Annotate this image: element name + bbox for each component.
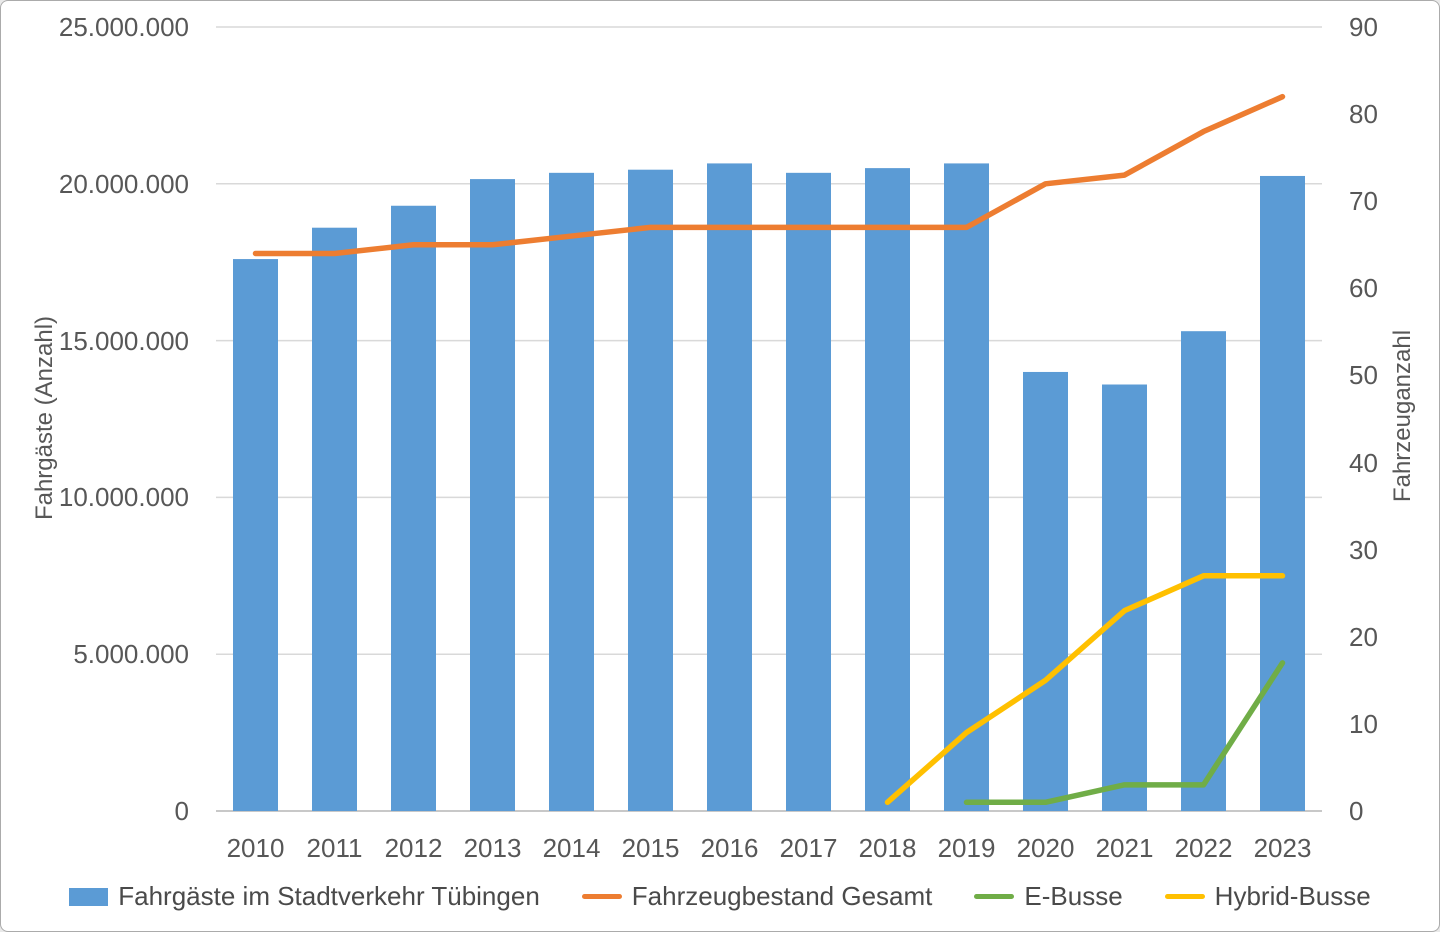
- legend-item-fahrgaeste: Fahrgäste im Stadtverkehr Tübingen: [69, 881, 540, 912]
- left-tick-label: 15.000.000: [58, 325, 189, 356]
- left-tick-label: 25.000.000: [58, 12, 189, 42]
- legend: Fahrgäste im Stadtverkehr Tübingen Fahrz…: [1, 881, 1439, 912]
- bar-swatch-icon: [69, 887, 109, 906]
- right-tick-label: 20: [1349, 621, 1378, 652]
- right-tick-label: 0: [1349, 796, 1364, 826]
- right-tick-label: 80: [1349, 99, 1378, 130]
- bar-2012: [391, 205, 436, 811]
- legend-item-e-busse: E-Busse: [974, 881, 1123, 912]
- x-tick-label: 2016: [700, 833, 759, 863]
- right-tick-label: 70: [1349, 186, 1378, 217]
- left-tick-label: 10.000.000: [58, 482, 189, 513]
- x-tick-label: 2011: [306, 833, 363, 863]
- bar-2014: [549, 172, 594, 812]
- x-tick-label: 2020: [1016, 833, 1075, 863]
- left-tick-label: 20.000.000: [58, 168, 189, 199]
- right-axis-title: Fahrzeuganzahl: [1389, 329, 1416, 503]
- left-axis-title: Fahrgäste (Anzahl): [31, 315, 58, 521]
- bar-2010: [233, 259, 278, 812]
- x-tick-label: 2017: [779, 833, 838, 863]
- line-series-fahrzeugbestand-gesamt: [252, 93, 1286, 257]
- left-tick-label: 0: [174, 796, 189, 826]
- x-tick-label: 2022: [1174, 833, 1233, 863]
- right-tick-label: 40: [1349, 447, 1378, 478]
- left-tick-label: 5.000.000: [73, 639, 189, 670]
- bar-2011: [312, 227, 357, 812]
- right-tick-label: 30: [1349, 534, 1378, 565]
- line-series-hybrid-busse: [884, 573, 1286, 806]
- x-tick-label: 2010: [226, 833, 285, 863]
- right-tick-label: 60: [1349, 273, 1378, 304]
- line-swatch-icon: [1164, 894, 1205, 899]
- legend-label: Fahrgäste im Stadtverkehr Tübingen: [118, 881, 540, 911]
- bar-2021: [1102, 384, 1147, 811]
- bar-2015: [628, 169, 673, 812]
- x-tick-label: 2023: [1253, 833, 1312, 863]
- legend-item-fahrzeugbestand: Fahrzeugbestand Gesamt: [581, 881, 933, 912]
- x-tick-label: 2013: [463, 833, 522, 863]
- right-tick-label: 50: [1349, 360, 1378, 391]
- x-tick-label: 2012: [384, 833, 443, 863]
- x-tick-label: 2014: [542, 833, 601, 863]
- line-swatch-icon: [974, 894, 1015, 899]
- legend-label: Fahrzeugbestand Gesamt: [631, 881, 933, 911]
- x-tick-label: 2021: [1095, 833, 1154, 863]
- bar-2023: [1260, 175, 1305, 811]
- bar-2020: [1023, 371, 1068, 811]
- line-swatch-icon: [581, 894, 622, 899]
- legend-item-hybrid-busse: Hybrid-Busse: [1164, 881, 1371, 912]
- bar-2016: [707, 163, 752, 811]
- right-tick-label: 10: [1349, 708, 1378, 739]
- x-tick-label: 2018: [858, 833, 917, 863]
- legend-label: E-Busse: [1024, 881, 1123, 911]
- right-tick-label: 90: [1349, 12, 1378, 42]
- x-tick-label: 2015: [621, 833, 680, 863]
- x-tick-label: 2019: [937, 833, 996, 863]
- line-series-e-busse: [963, 660, 1286, 806]
- bar-2022: [1181, 331, 1226, 811]
- legend-label: Hybrid-Busse: [1214, 881, 1371, 911]
- bar-2019: [944, 163, 989, 811]
- bar-2018: [865, 168, 910, 811]
- bar-2017: [786, 172, 831, 812]
- bar-2013: [470, 179, 515, 811]
